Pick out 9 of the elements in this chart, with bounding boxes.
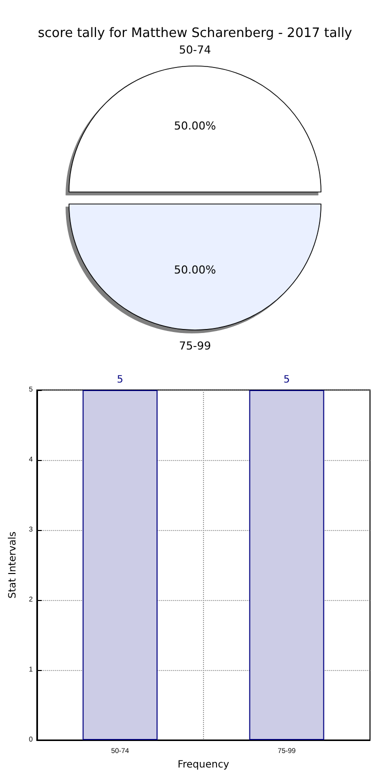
y-axis-title: Stat Intervals xyxy=(8,531,18,599)
slice-label: 75-99 xyxy=(179,340,211,352)
data-label: 5 xyxy=(284,374,290,386)
x-axis-title: Frequency xyxy=(178,760,230,770)
slice-label: 50-74 xyxy=(179,44,211,56)
data-label: 5 xyxy=(116,374,124,386)
chart-title: score tally for Matthew Scharenberg - 2017 tally xyxy=(38,26,352,41)
data-label: 50.00% xyxy=(174,120,216,132)
data-label: 50.00% xyxy=(174,264,216,276)
